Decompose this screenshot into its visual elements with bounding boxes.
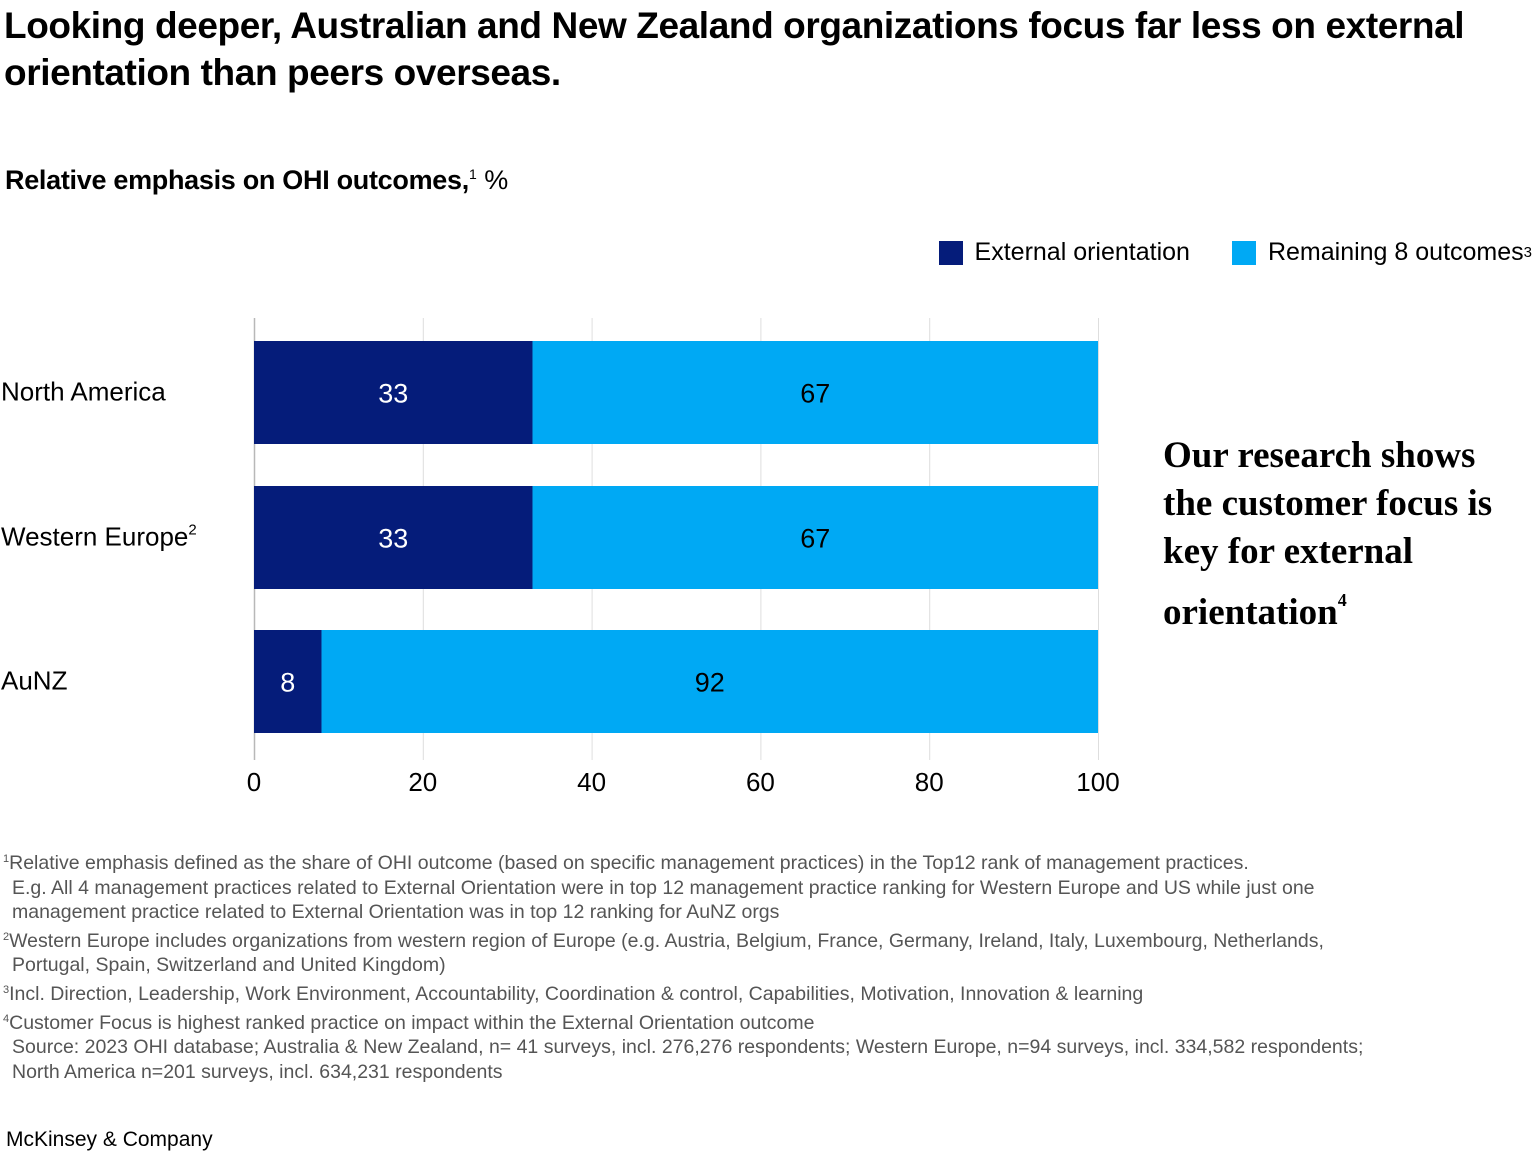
footnote-mark: 4 [3, 1012, 10, 1025]
subtitle-text: Relative emphasis on OHI outcomes, [5, 165, 469, 195]
bar-segment [254, 630, 322, 733]
x-tick-label: 60 [746, 767, 775, 797]
legend-label-remaining-outcomes: Remaining 8 outcomes [1267, 238, 1524, 266]
footnotes: 1Relative emphasis defined as the share … [3, 847, 1533, 1084]
callout-body: Our research shows the customer focus is… [1163, 435, 1493, 633]
data-label: 8 [280, 668, 295, 698]
bars: 33 67 33 67 8 92 [254, 341, 1098, 733]
footnote: Source: 2023 OHI database; Australia & N… [3, 1035, 1533, 1084]
x-tick-label: 40 [577, 767, 606, 797]
bar-segment [254, 486, 533, 589]
brand-logo-text: McKinsey & Company [6, 1128, 213, 1151]
footnote: 1Relative emphasis defined as the share … [3, 847, 1533, 925]
footnote: 4Customer Focus is highest ranked practi… [3, 1007, 1533, 1036]
x-axis-tick-labels: 0 20 40 60 80 100 [247, 767, 1120, 797]
footnote-line: 2Western Europe includes organizations f… [3, 929, 1324, 952]
x-tick-label: 80 [915, 767, 944, 797]
footnote-line: Portugal, Spain, Switzerland and United … [12, 954, 446, 977]
footnote-line: Source: 2023 OHI database; Australia & N… [12, 1036, 1364, 1059]
x-tick-label: 0 [247, 767, 261, 797]
legend-item-external-orientation: External orientation [938, 238, 1190, 267]
category-footnote-mark: 2 [188, 522, 196, 539]
callout-footnote-mark: 4 [1337, 590, 1347, 610]
footnote: 3Incl. Direction, Leadership, Work Envir… [3, 978, 1533, 1007]
x-tick-label: 20 [408, 767, 437, 797]
footnote-line: 3Incl. Direction, Leadership, Work Envir… [3, 982, 1144, 1005]
category-label: AuNZ [1, 666, 68, 696]
footnote-mark: 1 [3, 853, 10, 865]
footnote: 2Western Europe includes organizations f… [3, 925, 1533, 978]
footnote-mark: 3 [3, 983, 10, 996]
legend-label-external-orientation: External orientation [974, 238, 1190, 266]
category-label: Western Europe2 [1, 522, 197, 552]
data-label: 92 [695, 668, 725, 698]
legend-item-remaining-outcomes: Remaining 8 outcomes 3 [1231, 238, 1532, 267]
stacked-bar-chart: 33 67 33 67 8 92 North America Western Europe2… [1, 318, 1120, 797]
category-label: North America [1, 377, 166, 407]
callout-text: Our research shows the customer focus is… [1163, 432, 1533, 637]
data-label: 33 [378, 379, 408, 409]
legend-footnote-mark: 3 [1523, 244, 1532, 261]
footnote-mark: 2 [3, 930, 10, 943]
legend-swatch-remaining-outcomes [1231, 240, 1256, 265]
chart-subtitle: Relative emphasis on OHI outcomes,1 % [5, 156, 508, 198]
bar-segment [321, 630, 1098, 733]
legend: External orientation Remaining 8 outcome… [897, 238, 1532, 267]
footnote-line: 4Customer Focus is highest ranked practi… [3, 1011, 815, 1034]
data-label: 67 [800, 524, 830, 554]
bar-segment [532, 486, 1098, 589]
x-tick-label: 100 [1076, 767, 1119, 797]
footnote-line: North America n=201 surveys, incl. 634,2… [12, 1060, 503, 1083]
legend-swatch-external-orientation [938, 240, 963, 265]
subtitle-unit: % [484, 165, 509, 195]
bar-segment [254, 341, 533, 444]
bar-segment [532, 341, 1098, 444]
chart-title: Looking deeper, Australian and New Zeala… [4, 5, 1465, 93]
data-label: 67 [800, 379, 830, 409]
footnote-line: management practice related to External … [12, 901, 780, 924]
footnote-line: E.g. All 4 management practices related … [12, 876, 1315, 899]
subtitle-footnote-mark: 1 [468, 166, 477, 182]
data-label: 33 [378, 524, 408, 554]
footnote-line: 1Relative emphasis defined as the share … [3, 852, 1249, 874]
category-labels: North America Western Europe2 AuNZ [1, 377, 197, 696]
